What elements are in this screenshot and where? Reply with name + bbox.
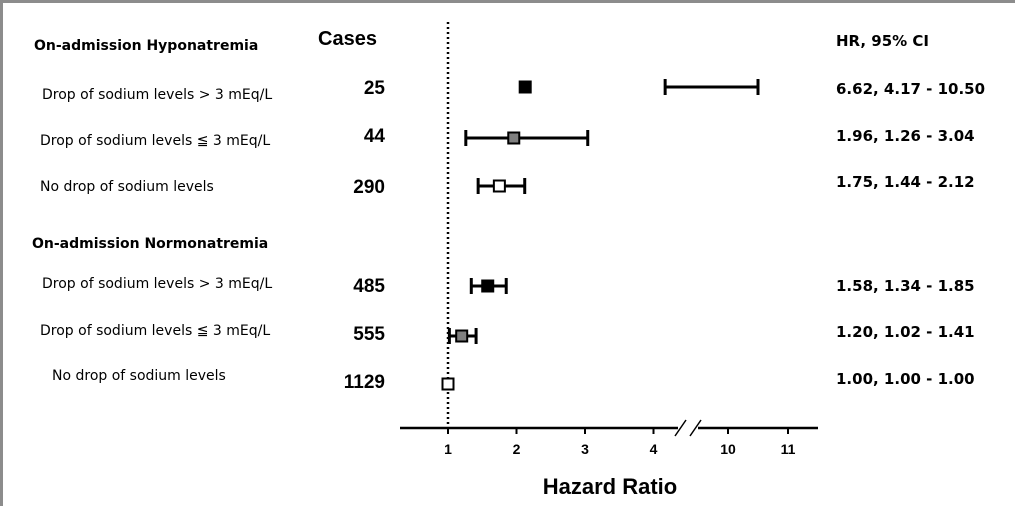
cases-value: 1129 (343, 372, 385, 393)
x-tick-label: 4 (650, 441, 658, 457)
cases-header: Cases (318, 28, 377, 50)
x-tick-label: 10 (720, 441, 736, 457)
x-axis-title: Hazard Ratio (543, 474, 677, 499)
cases-value: 44 (363, 126, 385, 147)
cases-value: 485 (353, 276, 385, 297)
x-tick-label: 2 (513, 441, 521, 457)
cases-value: 25 (363, 78, 385, 99)
hr-point-marker (507, 131, 521, 145)
row-label: Drop of sodium levels > 3 mEq/L (42, 87, 273, 103)
hr-ci-header: HR, 95% CI (836, 32, 930, 50)
axis-break-mark (689, 419, 702, 437)
cases-value: 290 (353, 177, 385, 198)
hr-point-marker (441, 377, 455, 391)
hr-ci-value: 1.58, 1.34 - 1.85 (836, 277, 975, 295)
row-label: Drop of sodium levels ≦ 3 mEq/L (40, 133, 271, 149)
hr-ci-value: 1.20, 1.02 - 1.41 (836, 323, 975, 341)
group-label-hyponatremia: On-admission Hyponatremia (34, 38, 259, 54)
hr-point-marker (492, 179, 506, 193)
hr-point-marker (518, 80, 532, 94)
x-tick-label: 11 (781, 441, 796, 457)
row-label: No drop of sodium levels (40, 179, 214, 195)
hr-point-marker (481, 279, 495, 293)
hr-ci-value: 1.96, 1.26 - 3.04 (836, 127, 975, 145)
row-label: Drop of sodium levels > 3 mEq/L (42, 276, 273, 292)
cases-value: 555 (353, 324, 385, 345)
frame-border-left (0, 0, 3, 506)
hr-ci-value: 1.00, 1.00 - 1.00 (836, 370, 975, 388)
axis-break-mark (674, 419, 687, 437)
x-tick-label: 3 (581, 441, 589, 457)
hr-point-marker (455, 329, 469, 343)
hr-ci-value: 1.75, 1.44 - 2.12 (836, 173, 975, 191)
x-tick-label: 1 (444, 441, 452, 457)
frame-border-top (0, 0, 1015, 3)
hr-ci-value: 6.62, 4.17 - 10.50 (836, 80, 986, 98)
group-label-normonatremia: On-admission Normonatremia (32, 236, 269, 252)
row-label: No drop of sodium levels (52, 368, 226, 384)
row-label: Drop of sodium levels ≦ 3 mEq/L (40, 323, 271, 339)
